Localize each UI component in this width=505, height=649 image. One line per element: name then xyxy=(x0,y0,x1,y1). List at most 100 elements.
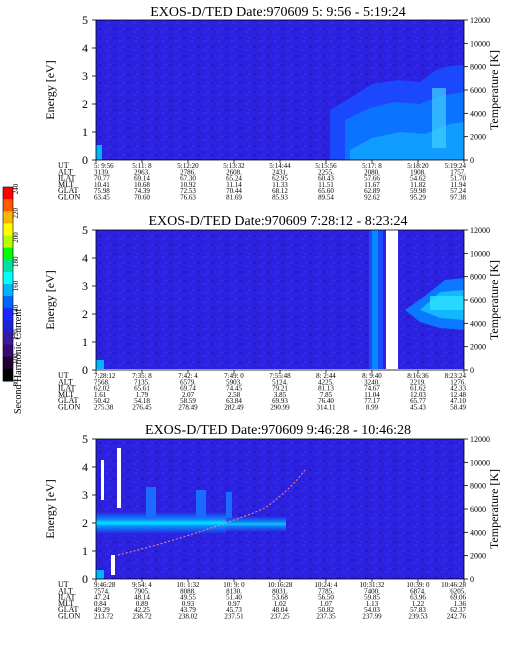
y-tick-label: 4 xyxy=(82,251,88,265)
orbit-cell: 59.85 xyxy=(364,594,380,602)
orbit-table: UT 9:46:28 9:54: 4 10: 1:32 10: 9: 0 10:16:28… xyxy=(58,579,467,621)
y-tick-label: 3 xyxy=(82,488,88,502)
orbit-cell: 69.14 xyxy=(134,175,150,183)
orbit-cell: 8130. xyxy=(226,587,242,595)
y-tick-label: 2 xyxy=(82,307,88,321)
orbit-cell: 50.82 xyxy=(318,606,334,614)
orbit-cell: 8: 9:40 xyxy=(362,372,382,380)
orbit-cell: 7905. xyxy=(134,587,150,595)
orbit-cell: 89.54 xyxy=(318,194,334,202)
orbit-cell: 7574. xyxy=(94,587,110,595)
orbit-row-label: ILAT xyxy=(58,384,75,393)
orbit-cell: 69.93 xyxy=(272,397,288,405)
orbit-cell: 2219. xyxy=(410,378,426,386)
colorbar-tick-label: 180 xyxy=(12,256,20,267)
y-tick-label: 2 xyxy=(82,97,88,111)
orbit-cell: 6579. xyxy=(180,378,196,386)
y-right-tick-label: 0 xyxy=(470,156,474,165)
colorbar-tick-label: 120 xyxy=(12,329,20,340)
orbit-cell: 45.43 xyxy=(410,404,426,412)
orbit-cell: 5:19:24 xyxy=(445,162,467,170)
orbit-row-label: GLON xyxy=(58,403,80,412)
orbit-row-label: UT xyxy=(58,161,69,170)
colorbar-tick-label: 240 xyxy=(12,183,20,194)
orbit-cell: 42.25 xyxy=(134,606,150,614)
y-right-tick-label: 12000 xyxy=(470,16,490,25)
heatmap-plot xyxy=(96,439,464,579)
y-axis-label-left: Energy [eV] xyxy=(43,270,57,329)
orbit-cell: 1757. xyxy=(450,168,466,176)
orbit-cell: 49.55 xyxy=(180,594,196,602)
orbit-cell: 0.93 xyxy=(182,600,195,608)
orbit-cell: 1.79 xyxy=(136,391,149,399)
orbit-cell: 49.29 xyxy=(94,606,110,614)
y-tick-label: 3 xyxy=(82,279,88,293)
orbit-row-label: GLAT xyxy=(58,605,79,614)
orbit-cell: 0.84 xyxy=(94,600,107,608)
orbit-row-label: UT xyxy=(58,371,69,380)
orbit-cell: 11.33 xyxy=(272,181,288,189)
orbit-cell: 314.11 xyxy=(317,404,336,412)
orbit-cell: 70.77 xyxy=(94,175,110,183)
y-tick-label: 1 xyxy=(82,544,88,558)
orbit-cell: 56.50 xyxy=(318,594,334,602)
orbit-cell: 54.18 xyxy=(134,397,150,405)
orbit-cell: 9:46:28 xyxy=(94,581,116,589)
orbit-cell: 5:15:56 xyxy=(315,162,337,170)
colorbar-cell xyxy=(3,308,13,321)
orbit-cell: 7:42: 4 xyxy=(178,372,198,380)
colorbar-ticks: 240 220 200 180 160 140 120 100 80 xyxy=(12,183,20,386)
y-tick-label: 1 xyxy=(82,335,88,349)
y-tick-label: 2 xyxy=(82,516,88,530)
orbit-cell: 10: 9: 0 xyxy=(223,581,245,589)
orbit-cell: 0.97 xyxy=(228,600,241,608)
orbit-cell: 7:49: 0 xyxy=(224,372,244,380)
y-right-tick-label: 4000 xyxy=(470,319,486,328)
orbit-cell: 81.69 xyxy=(226,194,242,202)
colorbar-tick-label: 160 xyxy=(12,280,20,291)
orbit-cell: 7:35: 8 xyxy=(132,372,152,380)
orbit-cell: 57.24 xyxy=(450,187,466,195)
orbit-cell: 275.38 xyxy=(94,404,114,412)
y-right-tick-label: 4000 xyxy=(470,109,486,118)
colorbar-cell xyxy=(3,187,13,200)
panel-title: EXOS-D/TED Date:970609 9:46:28 - 10:46:2… xyxy=(145,423,411,438)
orbit-cell: 5: 9:56 xyxy=(94,162,114,170)
orbit-cell: 1.02 xyxy=(274,600,287,608)
colorbar-cells xyxy=(2,186,14,382)
orbit-cell: 57.83 xyxy=(410,606,426,614)
orbit-cell: 2786. xyxy=(180,168,196,176)
orbit-cell: 74.67 xyxy=(364,385,380,393)
y-right-tick-label: 0 xyxy=(470,575,474,584)
y-right-tick-label: 10000 xyxy=(470,249,490,258)
orbit-cell: 10.92 xyxy=(180,181,196,189)
orbit-cell: 12.48 xyxy=(450,391,466,399)
panel-title: EXOS-D/TED Date:970609 7:28:12 - 8:23:24 xyxy=(149,214,408,229)
heatmap-plot xyxy=(96,230,464,369)
orbit-cell: 7785. xyxy=(318,587,334,595)
orbit-cell: 67.30 xyxy=(180,175,196,183)
orbit-cell: 63.84 xyxy=(226,397,242,405)
orbit-table: UT 7:28:12 7:35: 8 7:42: 4 7:49: 0 7:55:48 8: … xyxy=(58,370,467,412)
orbit-cell: 282.49 xyxy=(224,404,244,412)
orbit-cell: 48.04 xyxy=(272,606,288,614)
orbit-row-label: MLT xyxy=(58,180,74,189)
orbit-cell: 3.85 xyxy=(274,391,287,399)
colorbar-cell xyxy=(3,356,13,370)
orbit-cell: 11.94 xyxy=(451,181,467,189)
orbit-cell: 68.12 xyxy=(272,187,288,195)
orbit-cell: 3240. xyxy=(364,378,380,386)
orbit-cell: 47.10 xyxy=(450,397,466,405)
orbit-row-label: MLT xyxy=(58,599,74,608)
colorbar-cell xyxy=(3,344,13,358)
y-tick-label: 5 xyxy=(82,13,88,27)
orbit-cell: 237.51 xyxy=(224,613,244,621)
orbit-cell: 290.99 xyxy=(270,404,290,412)
orbit-cell: 4225. xyxy=(318,378,334,386)
orbit-row-label: GLAT xyxy=(58,186,79,195)
colorbar-frame xyxy=(2,186,14,382)
orbit-row-label: GLON xyxy=(58,193,80,202)
y-right-tick-label: 8000 xyxy=(470,63,486,72)
y-right-tick-label: 6000 xyxy=(470,86,486,95)
orbit-cell: 65.61 xyxy=(134,385,150,393)
